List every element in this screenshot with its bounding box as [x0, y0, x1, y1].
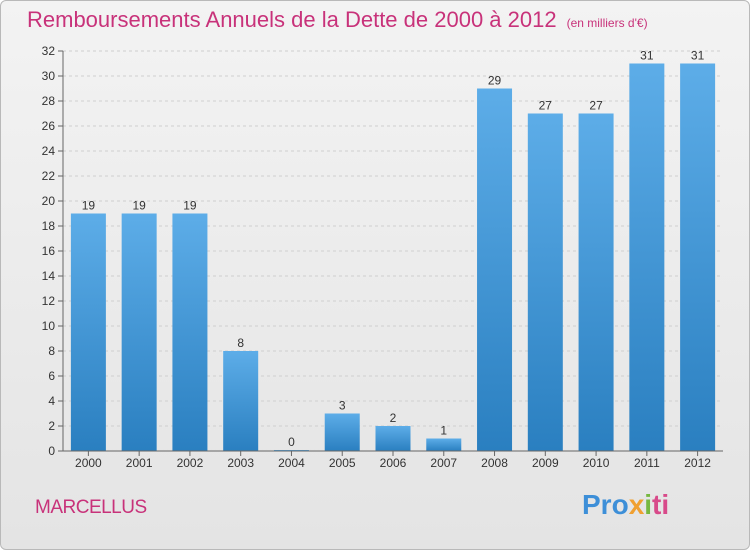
- bar: [375, 426, 411, 451]
- y-tick-label: 12: [42, 294, 56, 308]
- x-tick-label: 2010: [583, 456, 610, 470]
- bar-value-label: 19: [132, 199, 146, 213]
- logo-part-3: i: [644, 489, 653, 520]
- bar-value-label: 8: [237, 336, 244, 350]
- y-tick-label: 14: [42, 269, 56, 283]
- bar-value-label: 0: [288, 435, 295, 449]
- y-tick-label: 0: [48, 444, 55, 458]
- y-tick-label: 30: [42, 69, 56, 83]
- bar-value-label: 3: [339, 399, 346, 413]
- y-tick-label: 6: [48, 369, 55, 383]
- y-tick-label: 28: [42, 94, 56, 108]
- bar: [578, 113, 614, 451]
- y-tick-label: 24: [42, 144, 56, 158]
- y-tick-label: 20: [42, 194, 56, 208]
- y-tick-label: 22: [42, 169, 56, 183]
- bar-value-label: 27: [589, 99, 603, 113]
- x-tick-label: 2002: [177, 456, 204, 470]
- y-tick-label: 26: [42, 119, 56, 133]
- logo-part-2: x: [628, 489, 645, 520]
- bar-value-label: 31: [640, 49, 654, 63]
- y-tick-label: 2: [48, 419, 55, 433]
- x-tick-label: 2007: [430, 456, 457, 470]
- x-tick-label: 2009: [532, 456, 559, 470]
- x-tick-label: 2004: [278, 456, 305, 470]
- bar: [121, 213, 157, 451]
- bar-value-label: 2: [390, 411, 397, 425]
- y-tick-label: 10: [42, 319, 56, 333]
- x-tick-label: 2000: [75, 456, 102, 470]
- bar: [426, 438, 462, 451]
- logo-part-4: ti: [652, 489, 670, 520]
- bar-value-label: 1: [440, 424, 447, 438]
- x-tick-label: 2012: [684, 456, 711, 470]
- bar-value-label: 19: [82, 199, 96, 213]
- x-tick-label: 2001: [126, 456, 153, 470]
- chart-unit: (en milliers d'€): [566, 16, 648, 30]
- bar-value-label: 29: [488, 74, 502, 88]
- bar: [680, 63, 716, 451]
- logo-part-1: Pro: [582, 489, 629, 520]
- bar: [324, 413, 360, 451]
- y-tick-label: 4: [48, 394, 55, 408]
- bar-value-label: 27: [539, 99, 553, 113]
- chart-title: Remboursements Annuels de la Dette de 20…: [27, 7, 648, 33]
- y-tick-label: 16: [42, 244, 56, 258]
- bar: [477, 88, 513, 451]
- x-tick-label: 2008: [481, 456, 508, 470]
- bar: [527, 113, 563, 451]
- bar-value-label: 19: [183, 199, 197, 213]
- x-tick-label: 2006: [380, 456, 407, 470]
- x-tick-label: 2005: [329, 456, 356, 470]
- y-tick-label: 18: [42, 219, 56, 233]
- x-tick-label: 2011: [634, 456, 660, 470]
- bar: [172, 213, 208, 451]
- bar: [629, 63, 665, 451]
- y-tick-label: 8: [48, 344, 55, 358]
- chart-title-text: Remboursements Annuels de la Dette de 20…: [27, 7, 557, 32]
- bar: [223, 351, 259, 451]
- bar: [70, 213, 106, 451]
- commune-name: MARCELLUS: [35, 497, 147, 518]
- y-tick-label: 32: [42, 44, 56, 58]
- proxiti-logo: Proxiti: [582, 489, 669, 521]
- x-tick-label: 2003: [227, 456, 254, 470]
- bar-value-label: 31: [691, 49, 705, 63]
